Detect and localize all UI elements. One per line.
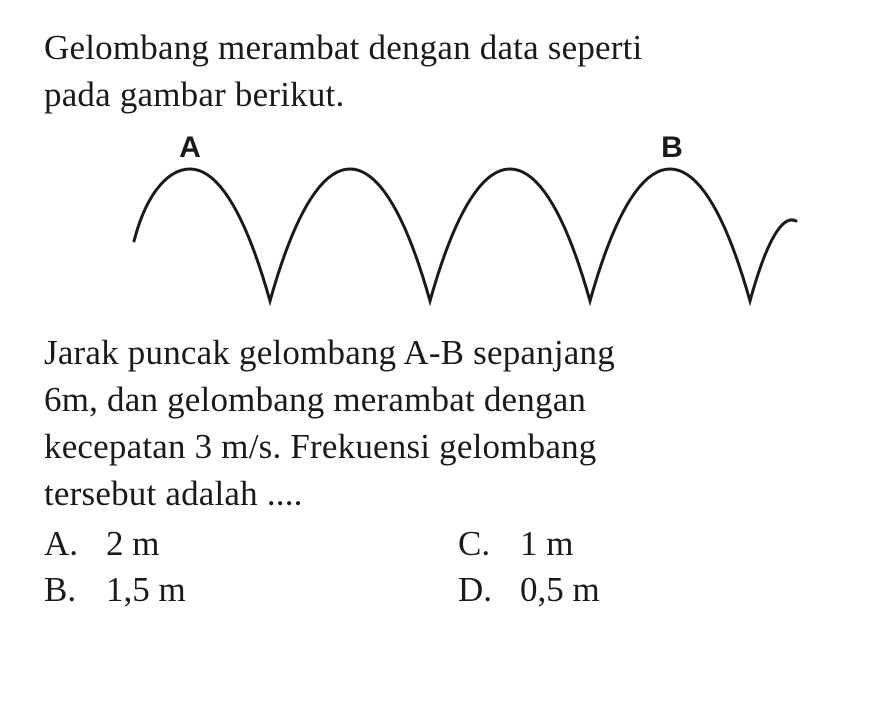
question-line-2: 6m, dan gelombang merambat dengan bbox=[44, 380, 586, 419]
intro-line-2: pada gambar berikut. bbox=[44, 75, 344, 114]
choice-d-letter: D. bbox=[458, 570, 498, 610]
question-text: Jarak puncak gelombang A-B sepanjang 6m,… bbox=[44, 329, 848, 518]
wave-svg: A B bbox=[44, 131, 848, 319]
choice-c-value: 1 m bbox=[520, 524, 573, 564]
choice-a-letter: A. bbox=[44, 524, 84, 564]
choice-b-letter: B. bbox=[44, 570, 84, 610]
wave-label-b: B bbox=[661, 131, 683, 164]
intro-text: Gelombang merambat dengan data seperti p… bbox=[44, 24, 848, 119]
intro-line-1: Gelombang merambat dengan data seperti bbox=[44, 28, 642, 67]
question-line-3: kecepatan 3 m/s. Frekuensi gelombang bbox=[44, 427, 596, 466]
wave-label-a: A bbox=[179, 131, 201, 164]
choice-d: D. 0,5 m bbox=[458, 570, 848, 610]
wave-figure: A B bbox=[44, 131, 848, 319]
choice-a: A. 2 m bbox=[44, 524, 434, 564]
choice-b: B. 1,5 m bbox=[44, 570, 434, 610]
question-line-1: Jarak puncak gelombang A-B sepanjang bbox=[44, 333, 615, 372]
choices: A. 2 m C. 1 m B. 1,5 m D. 0,5 m bbox=[44, 524, 848, 610]
choice-a-value: 2 m bbox=[106, 524, 159, 564]
wave-path bbox=[134, 169, 796, 301]
choice-b-value: 1,5 m bbox=[106, 570, 186, 610]
question-line-4: tersebut adalah .... bbox=[44, 474, 303, 513]
choice-c: C. 1 m bbox=[458, 524, 848, 564]
choice-d-value: 0,5 m bbox=[520, 570, 600, 610]
choice-c-letter: C. bbox=[458, 524, 498, 564]
